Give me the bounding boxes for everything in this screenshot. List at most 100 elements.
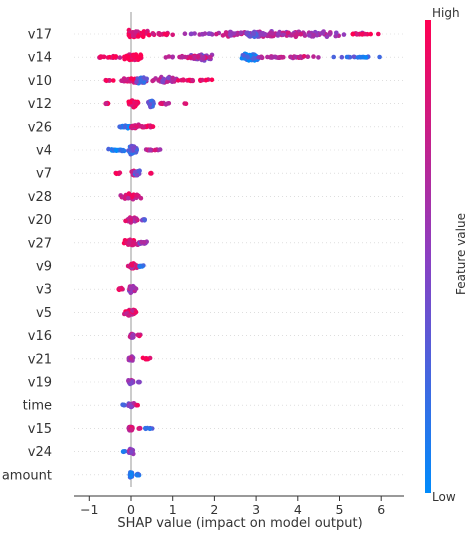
shap-point: [207, 31, 212, 36]
shap-point: [203, 77, 209, 83]
shap-point: [182, 101, 187, 106]
shap-point: [258, 31, 264, 37]
shap-point: [111, 78, 116, 83]
shap-point: [134, 172, 140, 178]
shap-point: [135, 34, 141, 39]
feature-points-v9: [125, 261, 146, 271]
colorbar-low-label: Low: [432, 490, 456, 504]
shap-point: [293, 34, 299, 40]
shap-point: [122, 77, 127, 82]
shap-point: [247, 33, 252, 39]
shap-point: [130, 146, 136, 152]
shap-point: [357, 54, 362, 60]
shap-point: [141, 124, 146, 130]
shap-point: [133, 29, 139, 34]
feature-points-v17: [126, 27, 381, 40]
shap-point: [126, 241, 132, 246]
colorbar-high-label: High: [432, 6, 460, 20]
feature-label-v26: v26: [28, 120, 52, 135]
shap-point: [137, 425, 143, 431]
shap-point: [376, 31, 381, 37]
shap-point: [130, 123, 135, 129]
x-tick-label: 4: [294, 502, 302, 517]
shap-point: [258, 55, 264, 60]
x-tick-label: 5: [336, 502, 344, 517]
shap-point: [130, 333, 135, 339]
shap-point: [281, 54, 286, 60]
feature-label-v14: v14: [28, 51, 52, 66]
feature-label-v5: v5: [36, 306, 52, 321]
shap-point: [181, 77, 186, 82]
shap-point: [117, 55, 123, 60]
feature-points-v10: [103, 74, 215, 86]
shap-point: [166, 75, 171, 81]
shap-point: [144, 76, 149, 82]
feature-points-v7: [113, 168, 154, 178]
shap-point: [134, 217, 139, 222]
shap-point: [190, 78, 195, 83]
shap-point: [311, 32, 316, 38]
shap-point: [123, 218, 128, 224]
shap-point: [112, 54, 117, 60]
shap-point: [128, 285, 133, 291]
shap-point: [104, 78, 109, 83]
shap-point: [138, 195, 144, 201]
shap-point: [126, 99, 131, 105]
shap-point: [297, 55, 303, 60]
shap-point: [157, 147, 163, 152]
shap-point: [120, 402, 125, 408]
shap-point: [377, 54, 382, 60]
x-axis-title: SHAP value (impact on model output): [117, 516, 362, 531]
shap-point: [339, 54, 345, 60]
shap-point: [202, 31, 208, 36]
shap-point: [103, 101, 109, 107]
shap-point: [136, 379, 141, 385]
x-tick-label: −1: [80, 502, 98, 517]
shap-point: [280, 32, 286, 38]
shap-point: [331, 54, 337, 60]
feature-points-v28: [118, 191, 144, 202]
shap-point: [328, 31, 333, 36]
shap-point: [141, 240, 147, 245]
shap-point: [251, 56, 256, 61]
colorbar-title: Feature value: [454, 213, 468, 295]
shap-point: [141, 30, 146, 35]
feature-points-v27: [121, 237, 149, 248]
shap-point: [148, 170, 154, 176]
feature-points-v20: [123, 215, 147, 225]
shap-point: [135, 402, 140, 408]
shap-point: [159, 101, 164, 106]
colorbar-gradient: [425, 20, 431, 493]
shap-point: [133, 309, 139, 315]
shap-point: [126, 55, 131, 60]
shap-point: [133, 101, 139, 106]
shap-point: [147, 148, 153, 153]
shap-point: [122, 55, 127, 60]
feature-points-v16: [127, 331, 143, 340]
shap-point: [134, 124, 139, 129]
shap-point: [186, 77, 192, 83]
shap-point: [170, 32, 175, 38]
shap-point: [120, 147, 126, 153]
feature-label-v24: v24: [28, 445, 52, 460]
shap-point: [126, 195, 131, 201]
shap-point: [129, 427, 134, 432]
feature-label-v17: v17: [28, 28, 52, 43]
shap-point: [131, 242, 137, 247]
shap-point: [146, 32, 152, 38]
shap-point: [134, 472, 140, 478]
shap-point: [324, 34, 330, 39]
feature-labels: v17 v14 v10 v12 v26 v4 v7 v28 v20 v27 v9 v3 v5 v16 v21…: [2, 28, 52, 484]
shap-point: [150, 78, 155, 84]
shap-point: [214, 31, 219, 37]
feature-label-v4: v4: [36, 144, 52, 159]
feature-label-amount: amount: [2, 468, 52, 483]
feature-label-v19: v19: [28, 376, 52, 391]
feature-points-v26: [117, 122, 156, 131]
shap-point: [98, 54, 103, 60]
shap-point: [113, 147, 119, 153]
shap-point: [126, 313, 132, 318]
shap-point: [334, 30, 339, 36]
shap-point: [265, 54, 270, 60]
feature-row-guides: [74, 33, 404, 476]
